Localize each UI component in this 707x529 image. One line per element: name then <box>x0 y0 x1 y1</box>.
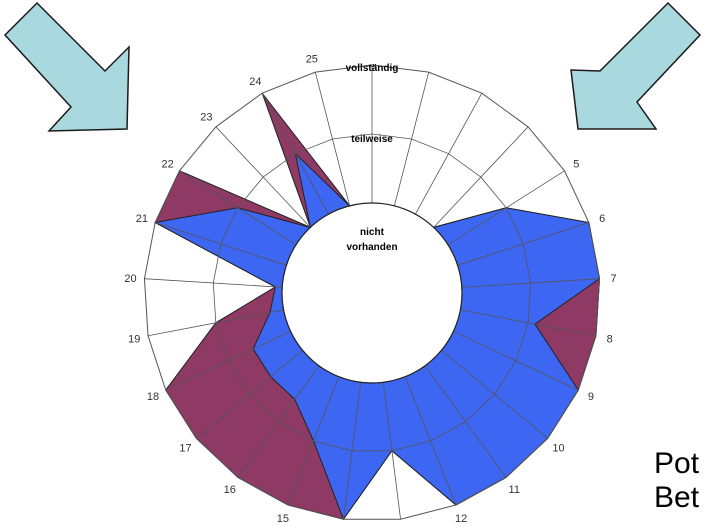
grid-ring <box>143 64 601 520</box>
axis-label-12: 12 <box>455 513 467 525</box>
side-text-line1: Pot <box>654 447 700 480</box>
axis-label-7: 7 <box>610 273 616 285</box>
axis-label-8: 8 <box>607 333 613 345</box>
arrows <box>3 1 702 132</box>
axis-label-15: 15 <box>277 513 289 525</box>
axis-label-17: 17 <box>179 442 191 454</box>
axis-label-18: 18 <box>147 391 159 403</box>
level-label-vorhanden: vorhanden <box>346 242 397 253</box>
left-arrow-icon <box>3 1 130 132</box>
center-hole <box>281 202 463 384</box>
axis-label-16: 16 <box>224 484 236 496</box>
axis-label-19: 19 <box>128 333 140 345</box>
right-arrow-icon <box>570 1 702 130</box>
axis-label-24: 24 <box>249 76 261 88</box>
axis-label-6: 6 <box>599 213 605 225</box>
axis-label-10: 10 <box>552 442 564 454</box>
axis-label-23: 23 <box>200 112 212 124</box>
axis-label-5: 5 <box>573 158 579 170</box>
axis-label-22: 22 <box>162 158 174 170</box>
grid-ring <box>212 133 532 452</box>
axis-label-11: 11 <box>509 484 520 496</box>
side-text-line2: Bet <box>654 481 700 514</box>
axis-label-20: 20 <box>124 273 136 285</box>
level-label-nicht: nicht <box>360 227 385 238</box>
axis-label-25: 25 <box>306 54 318 66</box>
axis-label-21: 21 <box>136 213 148 225</box>
level-label-vollstaendig: vollständig <box>346 63 399 74</box>
axis-label-9: 9 <box>588 391 594 403</box>
level-label-teilweise: teilweise <box>351 134 393 145</box>
